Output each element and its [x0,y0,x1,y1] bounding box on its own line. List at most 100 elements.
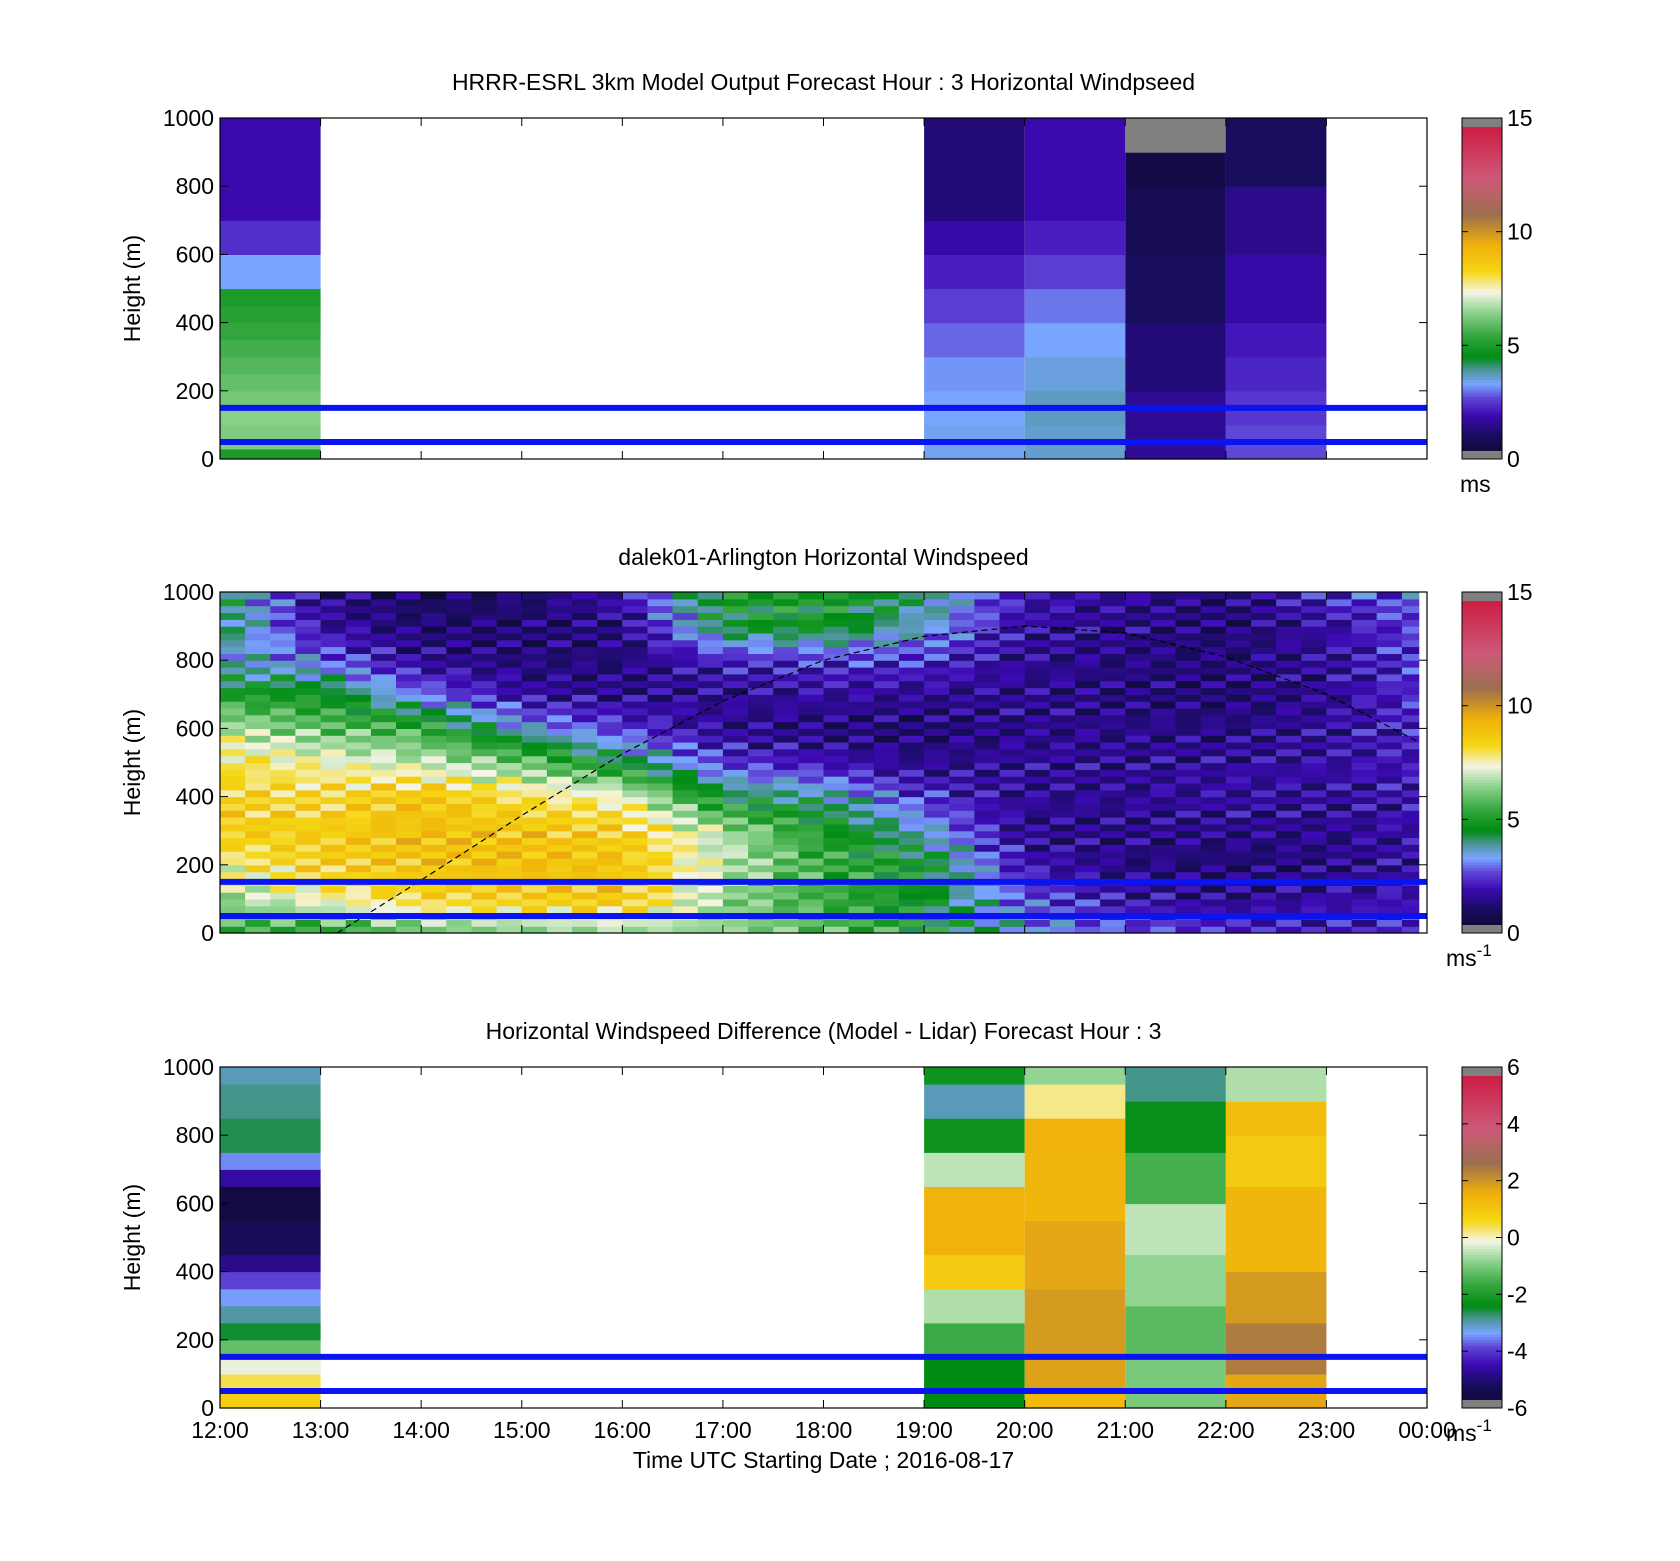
heatmap-cell [748,776,774,784]
heatmap-cell [924,598,950,607]
heatmap-cell [245,864,271,873]
heatmap-cell [572,626,598,634]
heatmap-cells [220,592,1420,934]
heatmap-cell [1024,1084,1126,1119]
heatmap-cell [1024,735,1051,743]
colorbar-segment [1462,717,1502,721]
heatmap-cell [546,905,573,914]
heatmap-cell [1225,612,1252,620]
heatmap-cell [546,796,573,804]
heatmap-cell [220,694,246,702]
colorbar-segment [1462,211,1502,216]
x-tick-label: 19:00 [895,1417,953,1443]
heatmap-cell [1150,844,1177,852]
colorbar-segment [1462,302,1502,307]
heatmap-cell [748,707,774,716]
heatmap-cell [396,653,422,661]
colorbar-segment [1462,614,1502,619]
heatmap-cell [295,905,322,914]
heatmap-cell [647,789,674,798]
colorbar-segment [1462,896,1502,900]
heatmap-cell [999,817,1026,825]
heatmap-cell [1024,701,1051,709]
heatmap-cell [974,735,1001,743]
heatmap-cell [1326,639,1353,648]
heatmap-cell [421,871,447,879]
heatmap-cell [370,687,397,695]
colorbar-segment [1462,149,1502,153]
heatmap-cell [949,694,975,702]
heatmap-cell [1326,680,1353,689]
heatmap-cell [1376,619,1403,627]
heatmap-cell [999,769,1026,777]
heatmap-cell [345,660,372,668]
heatmap-cell [496,612,523,620]
heatmap-cell [647,605,674,613]
heatmap-cell [295,783,322,791]
heatmap-cell [471,810,498,818]
heatmap-cell [898,646,925,654]
heatmap-cell [1351,673,1378,682]
heatmap-cell [345,885,372,893]
heatmap-cell [1075,619,1101,627]
heatmap-cell [220,448,321,460]
heatmap-cell [245,612,271,620]
heatmap-cell [1301,905,1327,914]
heatmap-cell [370,646,397,654]
heatmap-cell [572,803,598,811]
heatmap-cell [924,639,950,648]
heatmap-cell [471,885,498,893]
heatmap-cell [220,721,246,729]
heatmap-cell [496,660,523,668]
heatmap-cell [622,687,648,695]
heatmap-cell [1376,885,1403,893]
heatmap-cell [1100,714,1126,723]
heatmap-cell [245,817,271,825]
heatmap-cell [1175,639,1202,648]
colorbar-frame [1461,117,1503,460]
heatmap-cell [949,605,975,613]
heatmap-cell [295,926,322,934]
heatmap-cell [1276,769,1302,777]
heatmap-cell [697,626,724,634]
heatmap-cell [345,898,372,907]
heatmap-cell [1301,823,1327,832]
heatmap-cell [1276,755,1302,764]
heatmap-cell [1150,714,1177,723]
heatmap-cell [924,892,950,900]
heatmap-cell [521,612,548,620]
heatmap-cell [496,762,523,770]
heatmap-cell [672,919,699,927]
colorbar-segment [1462,206,1502,210]
heatmap-cell [572,776,598,784]
colorbar-segment [1462,1129,1502,1133]
heatmap-cell [873,823,900,832]
heatmap-cell [421,667,447,675]
heatmap-cell [1200,817,1227,825]
heatmap-cell [1251,605,1277,613]
heatmap-cell [546,728,573,736]
heatmap-cell [1276,714,1302,723]
heatmap-cell [823,898,850,907]
heatmap-cell [748,769,774,777]
heatmap-cell [773,796,799,804]
heatmap-cell [1100,605,1126,613]
heatmap-cell [1200,701,1227,709]
heatmap-cell [823,619,850,627]
heatmap-cell [1376,694,1403,702]
heatmap-cell [1225,810,1252,818]
heatmap-cell [1024,898,1051,907]
heatmap-cell [396,817,422,825]
colorbar-segment [1462,822,1502,826]
heatmap-cells [220,118,1327,460]
heatmap-cell [848,803,875,811]
heatmap-cell [1351,851,1378,859]
heatmap-cell [396,632,422,641]
heatmap-cell [1276,844,1302,852]
heatmap-cell [949,851,975,859]
colorbar-segment [1462,328,1502,332]
heatmap-cell [798,864,825,873]
heatmap-cell [295,721,322,729]
heatmap-cell [798,810,825,818]
heatmap-cell [320,646,347,654]
